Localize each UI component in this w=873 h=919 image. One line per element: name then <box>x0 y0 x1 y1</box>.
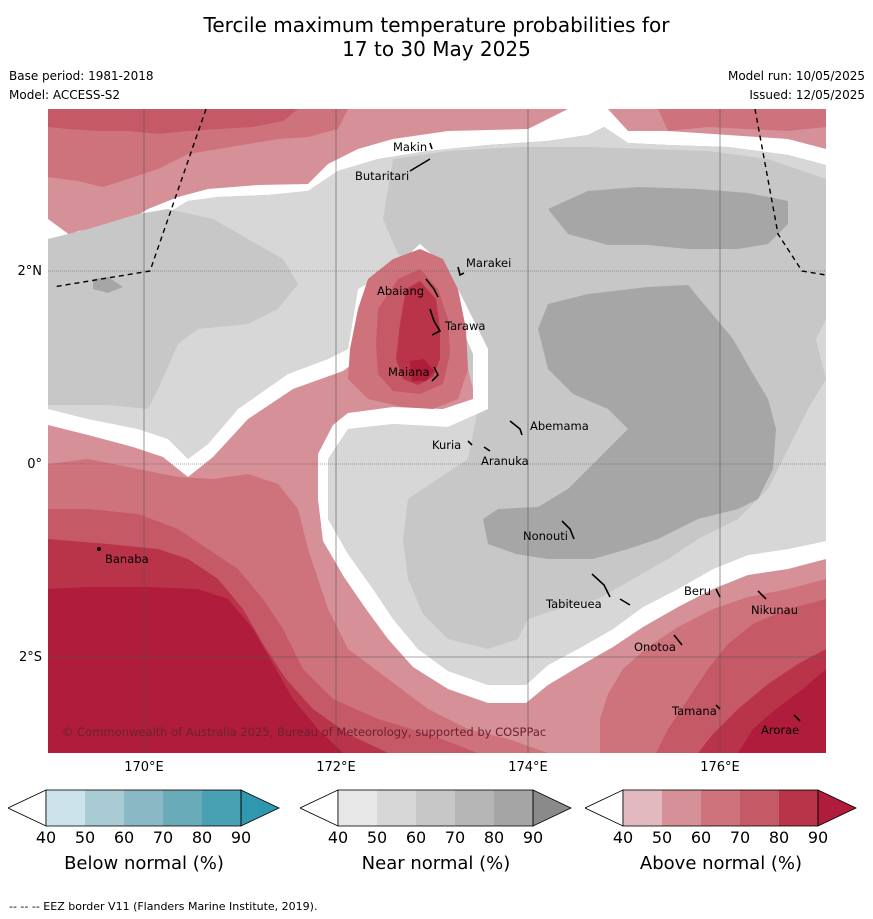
colorbar-near-label: Near normal (%) <box>361 853 511 874</box>
lon-label-170: 170°E <box>124 760 164 775</box>
colorbar-near-segment <box>338 790 377 826</box>
label-aranuka: Aranuka <box>481 454 529 468</box>
top-right-above <box>658 109 826 131</box>
label-onotoa: Onotoa <box>634 640 676 654</box>
lat-label-0: 0° <box>27 457 42 472</box>
tick-above-40: 40 <box>612 828 634 847</box>
tarawa-above-90 <box>410 359 434 381</box>
label-maiana: Maiana <box>388 365 430 379</box>
tick-near-50: 50 <box>366 828 388 847</box>
near-normal-70-east <box>483 285 776 559</box>
near-normal-70-west <box>93 277 123 293</box>
tick-below-60: 60 <box>113 828 135 847</box>
model-name: Model: ACCESS-S2 <box>9 88 121 102</box>
colorbar-near-high-arrow <box>532 789 572 827</box>
colorbar-below-frame <box>45 789 242 827</box>
colorbar-near-normal <box>300 789 572 827</box>
tick-below-80: 80 <box>191 828 213 847</box>
white-band-north <box>48 109 826 249</box>
tick-below-50: 50 <box>74 828 96 847</box>
tick-near-90: 90 <box>522 828 544 847</box>
label-tarawa: Tarawa <box>444 319 485 333</box>
label-nikunau: Nikunau <box>751 603 798 617</box>
near-normal-60 <box>48 209 298 409</box>
label-marakei: Marakei <box>466 256 511 270</box>
tick-below-90: 90 <box>230 828 252 847</box>
colorbar-near-segment <box>377 790 416 826</box>
colorbar-above-segment <box>623 790 662 826</box>
colorbar-below-segment <box>46 790 85 826</box>
lon-label-176: 176°E <box>700 760 740 775</box>
colorbar-above-segment <box>740 790 779 826</box>
colorbar-above-low-arrow <box>585 789 624 827</box>
tick-above-60: 60 <box>690 828 712 847</box>
tick-below-70: 70 <box>152 828 174 847</box>
label-beru: Beru <box>684 584 711 598</box>
map-title-line2: 17 to 30 May 2025 <box>342 37 531 61</box>
near-normal-70-north <box>548 187 788 249</box>
lon-label-174: 174°E <box>508 760 548 775</box>
tick-near-70: 70 <box>444 828 466 847</box>
tick-above-80: 80 <box>768 828 790 847</box>
colorbar-above-label: Above normal (%) <box>639 853 803 874</box>
label-tamana: Tamana <box>671 704 717 718</box>
colorbar-below-segment <box>85 790 124 826</box>
tick-near-40: 40 <box>327 828 349 847</box>
issued-date: Issued: 12/05/2025 <box>749 88 865 102</box>
tick-above-70: 70 <box>729 828 751 847</box>
probability-map: Makin Butaritari Marakei Abaiang Tarawa … <box>48 109 826 753</box>
se-above-90 <box>738 669 826 753</box>
label-abaiang: Abaiang <box>377 284 424 298</box>
colorbar-above-segment <box>701 790 740 826</box>
label-makin: Makin <box>393 140 427 154</box>
model-run: Model run: 10/05/2025 <box>727 69 865 83</box>
label-tabiteuea: Tabiteuea <box>545 597 602 611</box>
colorbar-near-segment <box>494 790 533 826</box>
tarawa-above-80 <box>396 281 440 385</box>
lat-label-2s: 2°S <box>18 650 42 665</box>
colorbar-below-segment <box>202 790 241 826</box>
colorbar-above-segment <box>662 790 701 826</box>
label-abemama: Abemama <box>530 419 589 433</box>
label-arorae: Arorae <box>761 723 799 737</box>
tick-near-60: 60 <box>405 828 427 847</box>
label-banaba: Banaba <box>105 552 149 566</box>
colorbar-below-normal <box>8 789 280 827</box>
map-copyright: © Commonwealth of Australia 2025, Bureau… <box>62 725 546 739</box>
colorbar-below-high-arrow <box>240 789 280 827</box>
eez-border <box>52 109 826 288</box>
base-period: Base period: 1981-2018 <box>9 69 154 83</box>
colorbar-above-normal <box>585 789 857 827</box>
lat-label-2n: 2°N <box>17 264 43 279</box>
tick-below-40: 40 <box>35 828 57 847</box>
label-butaritari: Butaritari <box>355 169 409 183</box>
eez-footnote: -- -- -- EEZ border V11 (Flanders Marine… <box>9 900 318 913</box>
island-labels: Makin Butaritari Marakei Abaiang Tarawa … <box>105 140 799 737</box>
colorbar-below-label: Below normal (%) <box>64 853 224 874</box>
top-above-band-70 <box>48 109 298 134</box>
tick-above-90: 90 <box>807 828 829 847</box>
colorbar-near-segment <box>416 790 455 826</box>
tick-near-80: 80 <box>483 828 505 847</box>
label-kuria: Kuria <box>432 438 461 452</box>
colorbar-near-frame <box>337 789 534 827</box>
colorbar-below-segment <box>124 790 163 826</box>
lon-label-172: 172°E <box>316 760 356 775</box>
label-nonouti: Nonouti <box>523 529 568 543</box>
map-title-line1: Tercile maximum temperature probabilitie… <box>203 13 670 37</box>
colorbar-near-segment <box>455 790 494 826</box>
colorbar-below-low-arrow <box>8 789 47 827</box>
colorbar-above-segment <box>779 790 818 826</box>
colorbar-below-segment <box>163 790 202 826</box>
tick-above-50: 50 <box>651 828 673 847</box>
sw-above-90 <box>48 587 343 753</box>
graticule <box>48 109 826 753</box>
colorbar-above-frame <box>622 789 819 827</box>
colorbar-near-low-arrow <box>300 789 339 827</box>
island-shapes <box>96 142 801 722</box>
colorbar-above-high-arrow <box>817 789 857 827</box>
